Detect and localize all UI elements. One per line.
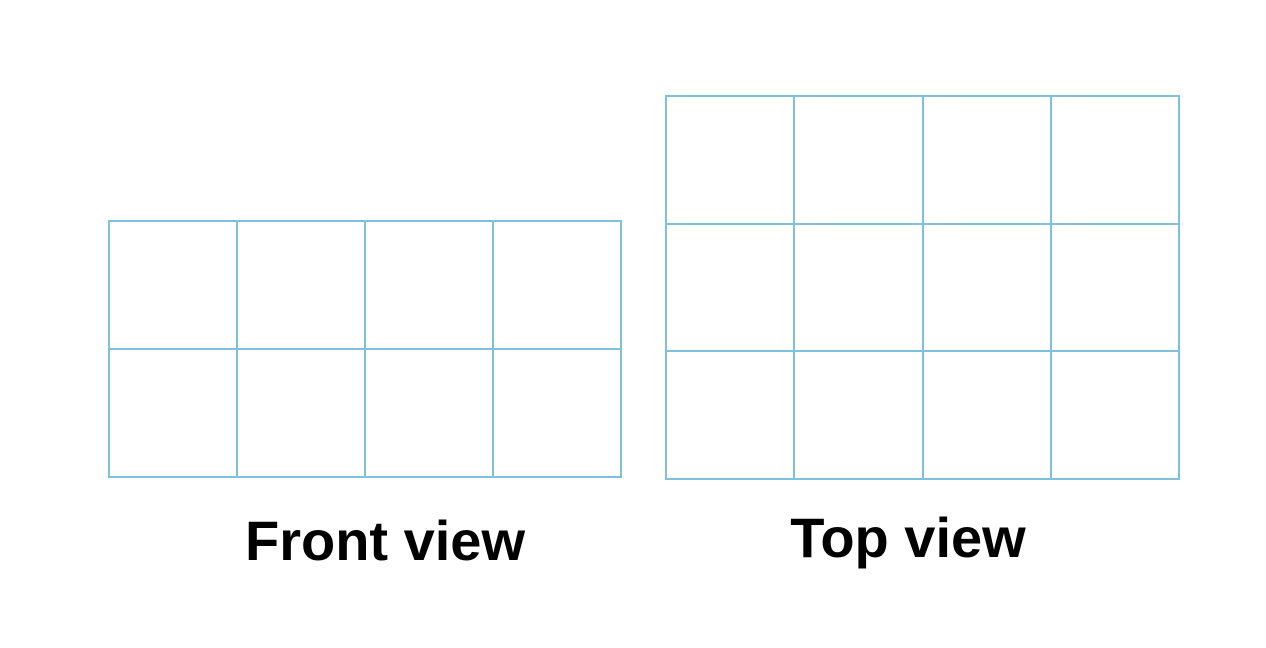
front-view-cell bbox=[110, 222, 238, 350]
top-view-cell bbox=[923, 352, 1052, 480]
front-view-cell bbox=[494, 350, 622, 478]
top-view-cell bbox=[795, 352, 924, 480]
top-view-cell bbox=[667, 352, 796, 480]
front-view-cell bbox=[366, 222, 494, 350]
top-view-cell bbox=[923, 97, 1052, 225]
front-view-cell bbox=[366, 350, 494, 478]
front-view-cell bbox=[494, 222, 622, 350]
front-view-cell bbox=[110, 350, 238, 478]
top-view-cell bbox=[795, 224, 924, 353]
top-view-cell bbox=[923, 224, 1052, 353]
front-view-label: Front view bbox=[244, 509, 526, 572]
front-view-cell bbox=[238, 350, 366, 478]
top-view-label: Top view bbox=[790, 506, 1026, 569]
top-view-cell bbox=[667, 224, 796, 353]
top-view-cell bbox=[1051, 352, 1180, 480]
top-view-cell bbox=[1051, 224, 1180, 353]
top-view-cell bbox=[1051, 97, 1180, 225]
top-view-cell bbox=[795, 97, 924, 225]
top-view-cell bbox=[667, 97, 796, 225]
top-view-grid bbox=[665, 95, 1180, 480]
front-view-grid bbox=[108, 220, 622, 478]
front-view-cell bbox=[238, 222, 366, 350]
